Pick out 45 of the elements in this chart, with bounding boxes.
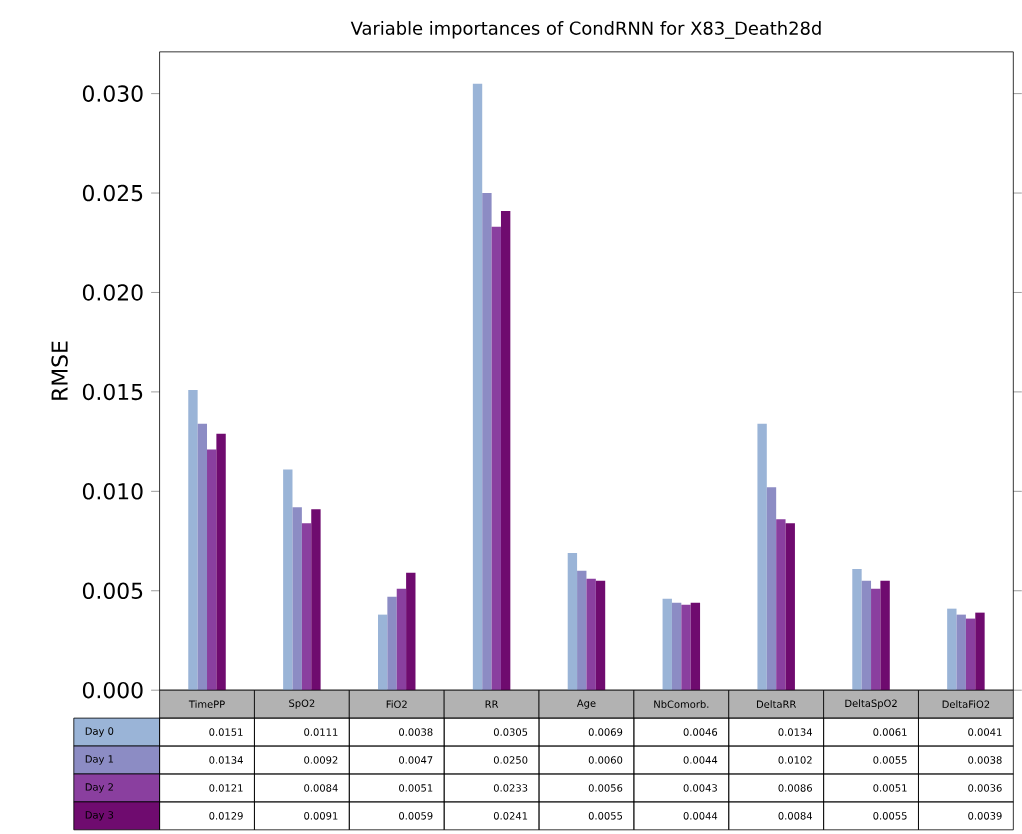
bar <box>757 423 767 691</box>
bar <box>690 602 701 691</box>
y-tick-label: 0.025 <box>82 184 143 202</box>
bar <box>567 553 578 691</box>
bar <box>595 580 606 691</box>
y-tick-label: 0.010 <box>82 483 143 500</box>
bar <box>880 580 890 691</box>
bar <box>852 568 862 691</box>
bar <box>406 572 416 691</box>
bar <box>662 598 672 691</box>
y-tick-label: 0.030 <box>82 85 143 102</box>
bar <box>586 578 596 691</box>
y-tick-label: 0.020 <box>82 284 143 301</box>
y-tick-label: 0.000 <box>82 682 143 699</box>
bar <box>387 596 397 691</box>
bar <box>396 588 407 691</box>
bar <box>301 523 312 691</box>
y-axis-title: RMSE <box>51 341 68 400</box>
bar <box>377 614 388 691</box>
bar <box>283 469 293 691</box>
bar <box>776 519 786 691</box>
bar <box>965 618 976 691</box>
bar <box>188 390 198 691</box>
bar <box>482 193 492 691</box>
bar <box>766 487 777 691</box>
bar <box>472 83 483 691</box>
bar <box>671 602 682 691</box>
bar <box>311 509 321 691</box>
y-tick-label: 0.005 <box>82 582 143 600</box>
bar <box>500 211 511 691</box>
bar <box>947 608 957 691</box>
bar <box>197 423 208 691</box>
bar <box>207 449 217 691</box>
chart-title: Variable importances of CondRNN for X83_Death28d <box>350 21 821 39</box>
bar <box>292 507 302 691</box>
bar <box>956 614 966 691</box>
bar <box>577 570 587 691</box>
bar <box>871 588 881 691</box>
bar <box>491 226 501 691</box>
bar <box>975 612 985 691</box>
bar <box>681 604 691 691</box>
bar <box>785 523 795 691</box>
y-tick-label: 0.015 <box>82 383 143 401</box>
bar <box>861 580 872 691</box>
bar <box>216 433 226 691</box>
